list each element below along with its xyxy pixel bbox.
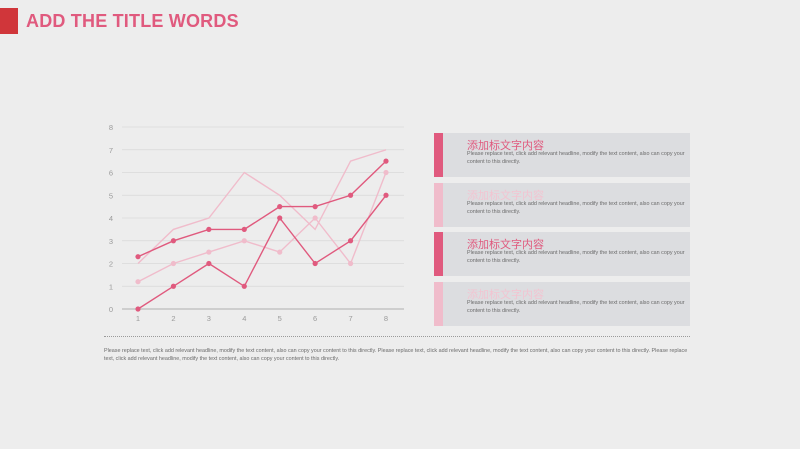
y-tick-label: 2 bbox=[109, 260, 113, 269]
data-point bbox=[135, 279, 141, 285]
data-point bbox=[347, 192, 354, 198]
data-point bbox=[277, 249, 283, 255]
data-point bbox=[312, 260, 318, 267]
data-point bbox=[241, 238, 247, 244]
x-tick-label: 6 bbox=[313, 314, 317, 323]
data-point bbox=[170, 238, 177, 244]
data-point bbox=[241, 283, 247, 289]
x-tick-label: 3 bbox=[207, 314, 211, 323]
data-point bbox=[170, 260, 177, 267]
card-accent bbox=[434, 232, 443, 276]
card-title: 添加标文字内容 bbox=[467, 139, 544, 152]
data-point bbox=[347, 238, 354, 244]
x-tick-label: 5 bbox=[278, 314, 282, 323]
card-body: Please replace text, click add relevant … bbox=[467, 300, 685, 314]
data-point bbox=[241, 226, 247, 232]
y-tick-label: 4 bbox=[109, 214, 113, 223]
card-title: 添加标文字内容 bbox=[467, 189, 544, 202]
data-point bbox=[206, 260, 212, 267]
data-point bbox=[383, 169, 389, 176]
card-accent bbox=[434, 133, 443, 177]
card-accent bbox=[434, 183, 443, 227]
card-body: Please replace text, click add relevant … bbox=[467, 151, 685, 165]
info-card-4: 添加标文字内容 Please replace text, click add r… bbox=[434, 282, 690, 326]
info-card-2: 添加标文字内容 Please replace text, click add r… bbox=[434, 183, 690, 227]
card-accent bbox=[434, 282, 443, 326]
card-title: 添加标文字内容 bbox=[467, 238, 544, 251]
x-tick-label: 4 bbox=[242, 314, 246, 323]
data-point bbox=[312, 215, 318, 221]
card-body: Please replace text, click add relevant … bbox=[467, 250, 685, 264]
series-line-4 bbox=[137, 172, 387, 283]
data-point bbox=[135, 306, 141, 312]
y-tick-label: 5 bbox=[109, 191, 113, 200]
data-point bbox=[383, 192, 389, 198]
x-tick-label: 2 bbox=[171, 314, 175, 323]
data-point bbox=[312, 204, 318, 210]
title-accent-bar bbox=[0, 8, 18, 34]
x-tick-label: 7 bbox=[348, 314, 352, 323]
y-tick-label: 0 bbox=[109, 305, 113, 314]
divider bbox=[104, 336, 690, 337]
info-card-1: 添加标文字内容 Please replace text, click add r… bbox=[434, 133, 690, 177]
data-point bbox=[277, 204, 283, 210]
data-point bbox=[135, 254, 141, 260]
x-tick-label: 8 bbox=[384, 314, 388, 323]
y-tick-label: 1 bbox=[109, 282, 113, 291]
y-tick-label: 8 bbox=[109, 123, 113, 132]
series-line-3 bbox=[137, 149, 387, 265]
data-point bbox=[383, 158, 389, 164]
y-tick-label: 6 bbox=[109, 169, 113, 178]
footnote-text: Please replace text, click add relevant … bbox=[104, 348, 688, 362]
data-point bbox=[170, 283, 177, 289]
y-tick-label: 3 bbox=[109, 237, 113, 246]
data-point bbox=[277, 215, 283, 221]
series-line-1 bbox=[137, 160, 387, 258]
y-tick-label: 7 bbox=[109, 146, 113, 155]
data-point bbox=[206, 249, 212, 255]
series-line-2 bbox=[137, 194, 387, 310]
data-point bbox=[347, 260, 354, 267]
card-title: 添加标文字内容 bbox=[467, 288, 544, 301]
data-point bbox=[206, 226, 212, 232]
info-card-3: 添加标文字内容 Please replace text, click add r… bbox=[434, 232, 690, 276]
x-tick-label: 1 bbox=[136, 314, 140, 323]
page-title: ADD THE TITLE WORDS bbox=[26, 11, 239, 31]
card-body: Please replace text, click add relevant … bbox=[467, 201, 685, 215]
